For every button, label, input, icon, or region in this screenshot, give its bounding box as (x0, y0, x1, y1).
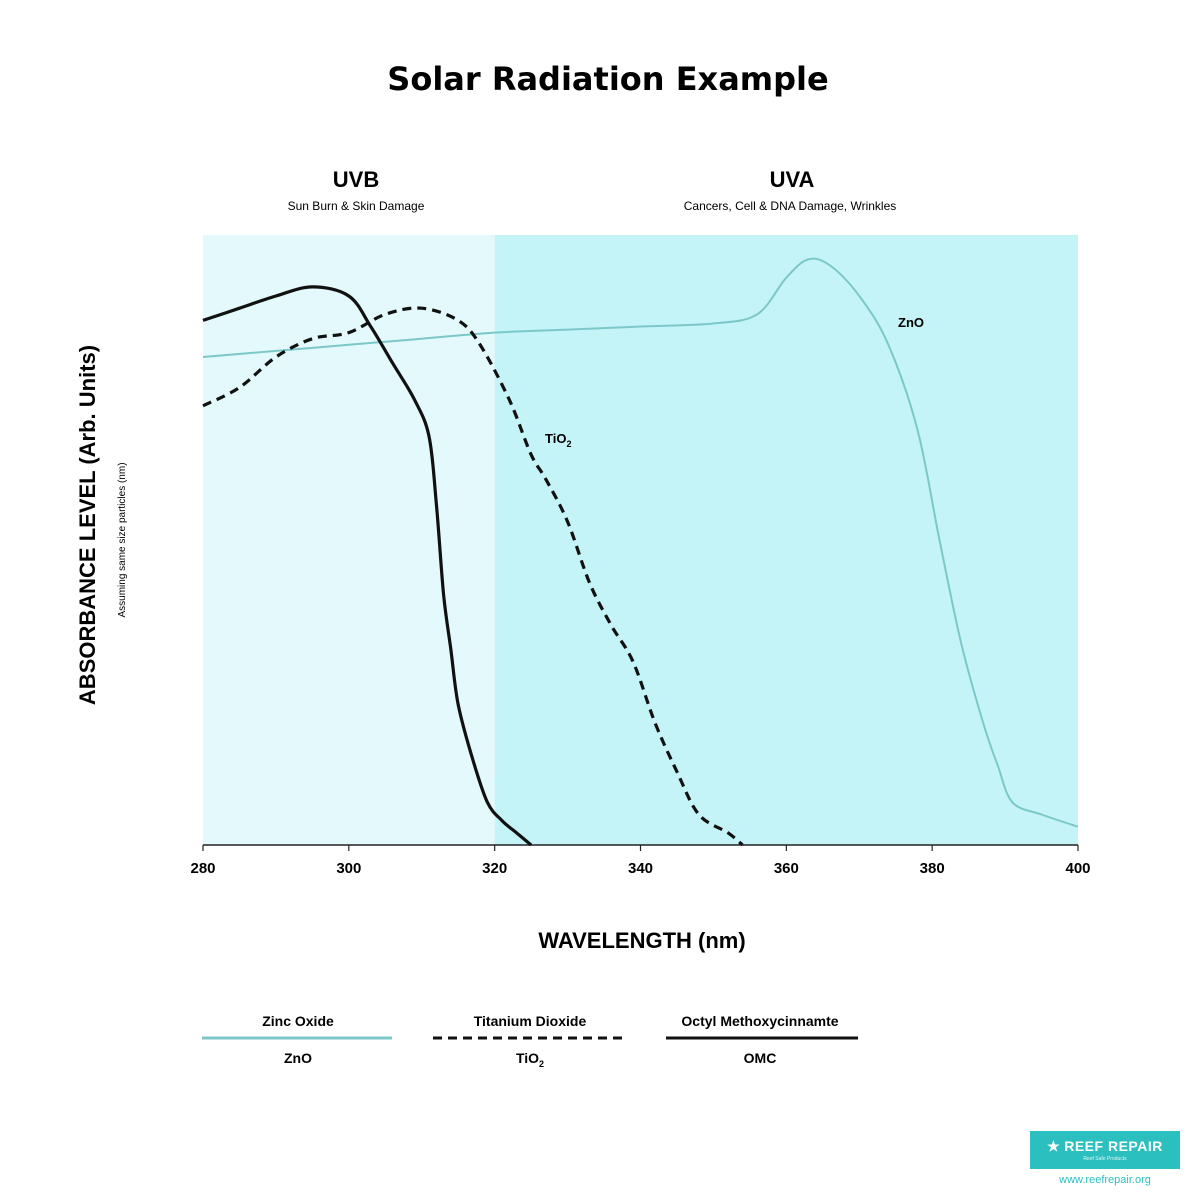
y-axis-label: ABSORBANCE LEVEL (Arb. Units) (75, 345, 100, 705)
legend-item-titanium-dioxide: Titanium Dioxide TiO2 (433, 1013, 626, 1069)
x-tick-label-380: 380 (920, 860, 945, 877)
chart-title: Solar Radiation Example (387, 60, 828, 98)
legend-name-octyl-methoxycinnamte: Octyl Methoxycinnamte (681, 1013, 838, 1029)
legend-symbol-octyl-methoxycinnamte: OMC (744, 1050, 777, 1066)
uva-band-description: Cancers, Cell & DNA Damage, Wrinkles (684, 199, 897, 213)
x-axis-ticks: 280 300 320 340 360 380 400 (190, 845, 1091, 877)
legend: Zinc Oxide ZnO Titanium Dioxide TiO2 Oct… (202, 1013, 858, 1069)
legend-name-zinc-oxide: Zinc Oxide (262, 1013, 334, 1029)
reef-repair-logo: ★ REEF REPAIR Reef Safe Products (1030, 1131, 1180, 1169)
series-line-titanium-dioxide (202, 306, 744, 847)
legend-item-zinc-oxide: Zinc Oxide ZnO (202, 1013, 392, 1066)
legend-symbol-titanium-dioxide: TiO2 (516, 1050, 544, 1069)
y-axis-note: Assuming same size particles (nm) (117, 462, 128, 617)
band-uvb (203, 235, 495, 845)
x-tick-label-320: 320 (482, 860, 507, 877)
star-icon: ★ (1047, 1138, 1061, 1154)
series-line-octyl-methoxycinnamte (202, 285, 533, 847)
x-axis-label: WAVELENGTH (nm) (538, 928, 745, 953)
x-tick-label-340: 340 (628, 860, 653, 877)
zno-series-label: ZnO (898, 315, 924, 330)
logo-name: REEF REPAIR (1064, 1138, 1163, 1154)
legend-item-octyl-methoxycinnamte: Octyl Methoxycinnamte OMC (666, 1013, 858, 1066)
logo-tagline: Reef Safe Products (1083, 1156, 1127, 1162)
x-tick-label-360: 360 (774, 860, 799, 877)
x-tick-label-300: 300 (336, 860, 361, 877)
series-line-zinc-oxide (202, 257, 1079, 828)
series-lines (202, 257, 1079, 847)
legend-name-titanium-dioxide: Titanium Dioxide (474, 1013, 587, 1029)
legend-symbol-zinc-oxide: ZnO (284, 1050, 312, 1066)
band-uva (494, 235, 1079, 845)
x-tick-label-280: 280 (190, 860, 215, 877)
x-tick-label-400: 400 (1065, 860, 1090, 877)
uvb-band-title: UVB (333, 167, 379, 192)
tio2-series-label: TiO2 (545, 431, 571, 449)
uva-band-title: UVA (770, 167, 815, 192)
uvb-band-description: Sun Burn & Skin Damage (288, 199, 425, 213)
logo-url[interactable]: www.reefrepair.org (1059, 1174, 1151, 1186)
